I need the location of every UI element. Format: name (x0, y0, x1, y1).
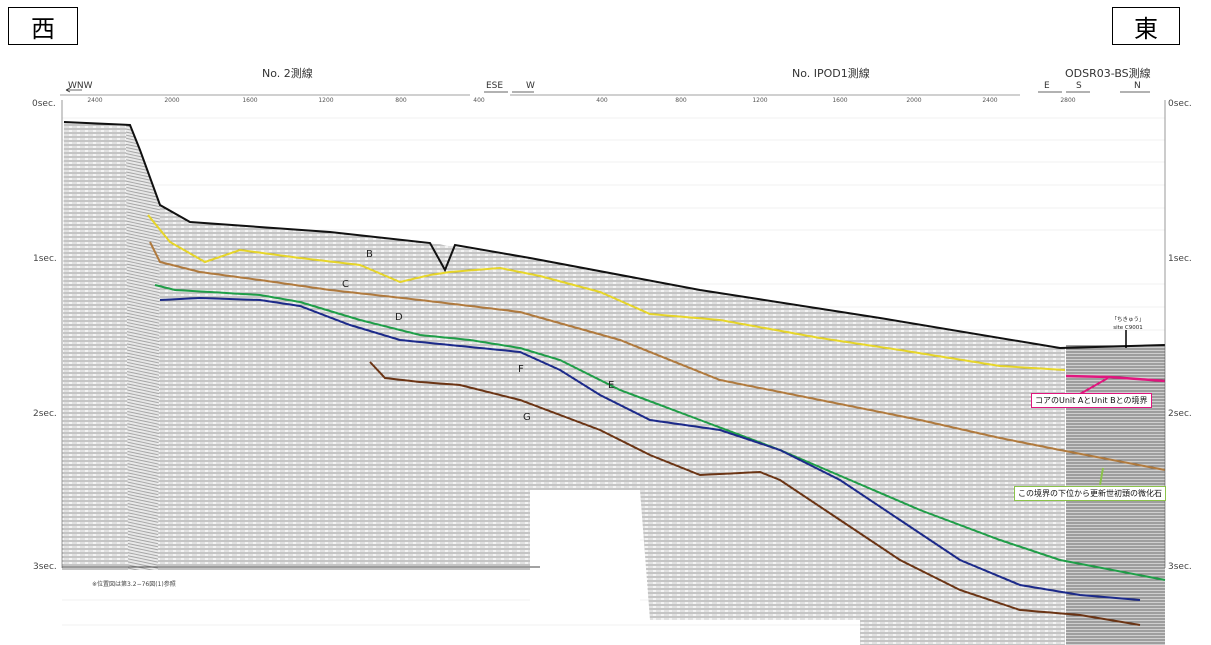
tick-line2-1: 800 (675, 97, 687, 104)
horizon-g-label: G (523, 412, 531, 423)
tick-line1-2: 1600 (242, 97, 258, 104)
direction-s: S (1076, 81, 1082, 91)
tick-line1-0: 2400 (87, 97, 103, 104)
horizon-e-label: E (608, 380, 615, 391)
seafloor-line (63, 121, 1166, 350)
twt-left-3: 3sec. (33, 562, 57, 572)
horizon-b-line (147, 214, 1066, 371)
horizon-c-label: C (342, 279, 349, 290)
tick-line2-0: 400 (596, 97, 608, 104)
horizon-f-line (369, 361, 1141, 626)
gap-white (530, 490, 640, 620)
horizon-f-label: F (518, 364, 524, 375)
tick-line2-5: 2400 (982, 97, 998, 104)
direction-n: N (1134, 81, 1141, 91)
tick-line2-3: 1600 (832, 97, 848, 104)
horizon-d-label: D (395, 312, 403, 323)
west-label: 西 (8, 7, 78, 45)
survey-line-no2-title: No. 2測線 (262, 67, 313, 80)
location-footnote: ※位置図は第3.2−76図(1)参照 (92, 581, 176, 588)
twt-right-3: 3sec. (1168, 562, 1192, 572)
tick-line1-3: 1200 (318, 97, 334, 104)
tick-line2-6: 2800 (1060, 97, 1076, 104)
slope-fill (126, 125, 160, 570)
twt-right-2: 2sec. (1168, 409, 1192, 419)
annot-fossil-pointer (1099, 467, 1104, 486)
direction-arrows (65, 87, 1150, 93)
tick-line2-4: 2000 (906, 97, 922, 104)
seismic-fill (62, 122, 1065, 645)
tick-line1-1: 2000 (164, 97, 180, 104)
tick-line1-4: 800 (395, 97, 407, 104)
annot-unit-pointer (1079, 377, 1109, 395)
twt-right-1: 1sec. (1168, 254, 1192, 264)
twt-left-0: 0sec. (32, 99, 56, 109)
tick-line1-5: 400 (473, 97, 485, 104)
direction-ese: ESE (486, 81, 504, 91)
twt-right-0: 0sec. (1168, 99, 1192, 109)
horizon-d-line (154, 284, 1166, 581)
survey-line-odsr03-title: ODSR03-BS測線 (1065, 67, 1151, 80)
direction-e: E (1044, 81, 1050, 91)
fossil-boundary-annotation: この境界の下位から更新世初頭の微化石 (1014, 486, 1166, 501)
horizon-e-line (159, 296, 1141, 601)
horizon-b-label: B (366, 249, 373, 260)
chikyu-site-label: 「ちきゅう」 site C9001 (1098, 316, 1158, 332)
east-label: 東 (1112, 7, 1180, 45)
tick-line2-2: 1200 (752, 97, 768, 104)
direction-wnw: WNW (68, 81, 93, 91)
unit-boundary-annotation: コアのUnit AとUnit Bとの境界 (1031, 393, 1152, 408)
twt-left-1: 1sec. (33, 254, 57, 264)
direction-w: W (526, 81, 535, 91)
core-magenta-line (1065, 374, 1166, 383)
survey-line-ipod1-title: No. IPOD1測線 (792, 67, 870, 80)
horizon-c-line (149, 241, 1166, 471)
twt-left-2: 2sec. (33, 409, 57, 419)
chikyu-site-text: 「ちきゅう」 site C9001 (1111, 317, 1145, 331)
